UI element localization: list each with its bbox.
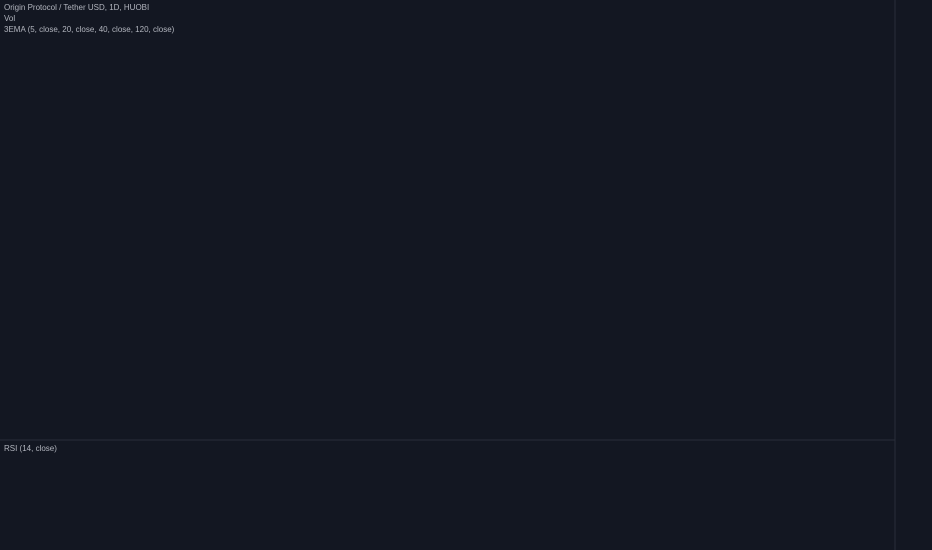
chart-title: Origin Protocol / Tether USD, 1D, HUOBI xyxy=(4,3,149,12)
rsi-label: RSI (14, close) xyxy=(4,444,57,453)
indicator-label: 3EMA (5, close, 20, close, 40, close, 12… xyxy=(4,25,175,34)
volume-label: Vol xyxy=(4,14,15,23)
